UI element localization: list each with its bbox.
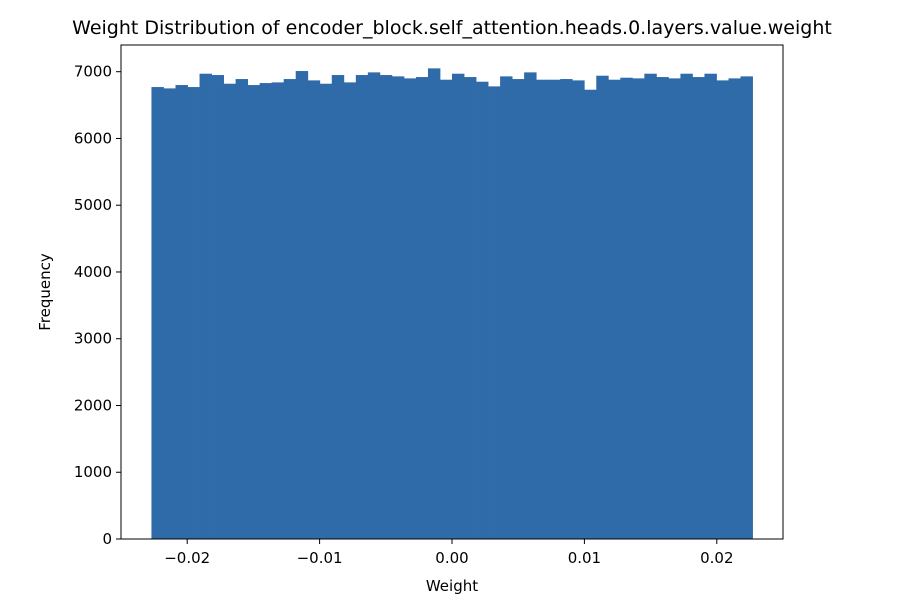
histogram-bar: [391, 76, 405, 540]
histogram-bar: [307, 80, 321, 540]
histogram-bar: [476, 81, 489, 539]
histogram-bar: [175, 85, 188, 540]
histogram-bar: [488, 86, 501, 539]
x-axis: −0.02 −0.01 0.00 0.01 0.02: [164, 539, 734, 567]
histogram-bar: [271, 82, 285, 539]
histogram-bar: [740, 76, 753, 540]
y-tick-label: 2000: [74, 396, 112, 414]
histogram-bar: [247, 85, 261, 540]
bars-group: [151, 68, 753, 540]
histogram-bar: [584, 89, 597, 540]
y-tick-label: 7000: [74, 63, 112, 81]
histogram-bar: [548, 79, 561, 540]
y-axis: 0 1000 2000 3000 4000 5000 6000 7000: [74, 63, 121, 548]
histogram-bar: [572, 80, 585, 540]
x-tick-label: 0.00: [435, 549, 468, 567]
histogram-bar: [343, 82, 357, 539]
histogram-bar: [716, 80, 729, 540]
histogram-bar: [524, 72, 537, 539]
histogram-bar: [355, 75, 369, 540]
histogram-bar: [704, 73, 717, 539]
histogram-bar: [199, 73, 212, 539]
chart-title: Weight Distribution of encoder_block.sel…: [72, 17, 832, 39]
histogram-bar: [608, 79, 621, 540]
y-axis-label: Frequency: [36, 253, 54, 331]
histogram-bar: [379, 75, 393, 540]
histogram-bar: [415, 77, 429, 539]
histogram-bar: [319, 83, 333, 539]
histogram-bar: [668, 78, 681, 539]
x-tick-label: 0.02: [700, 549, 733, 567]
histogram-bar: [403, 78, 417, 539]
histogram-bar: [452, 73, 465, 539]
histogram-bar: [367, 72, 381, 539]
histogram-bar: [151, 87, 164, 539]
histogram-bar: [656, 77, 669, 539]
x-tick-label: −0.02: [164, 549, 210, 567]
y-tick-label: 0: [102, 530, 112, 548]
histogram-bar: [223, 83, 237, 539]
histogram-bar: [728, 78, 741, 539]
y-tick-label: 6000: [74, 129, 112, 147]
histogram-bar: [680, 73, 693, 539]
histogram-bar: [259, 83, 273, 539]
histogram-bar: [187, 87, 200, 539]
histogram-bar: [464, 77, 477, 539]
y-tick-label: 5000: [74, 196, 112, 214]
histogram-bar: [620, 77, 633, 539]
histogram-bar: [439, 79, 453, 540]
histogram-bar: [211, 75, 224, 540]
histogram-bar: [283, 79, 297, 539]
histogram-bar: [560, 79, 573, 539]
histogram-bar: [500, 76, 513, 540]
histogram-bar: [235, 79, 249, 539]
histogram-bar: [596, 75, 609, 540]
x-axis-label: Weight: [426, 577, 478, 595]
histogram-bar: [295, 71, 309, 540]
x-tick-label: 0.01: [568, 549, 601, 567]
histogram-bar: [331, 75, 345, 540]
histogram-bar: [692, 77, 705, 539]
histogram-bar: [644, 73, 657, 539]
y-tick-label: 3000: [74, 330, 112, 348]
y-tick-label: 1000: [74, 463, 112, 481]
histogram-bar: [536, 79, 549, 540]
histogram-bar: [427, 68, 441, 539]
histogram-bar: [512, 79, 525, 539]
histogram-bar: [163, 88, 176, 539]
x-tick-label: −0.01: [297, 549, 343, 567]
y-tick-label: 4000: [74, 263, 112, 281]
histogram-bar: [632, 78, 645, 539]
